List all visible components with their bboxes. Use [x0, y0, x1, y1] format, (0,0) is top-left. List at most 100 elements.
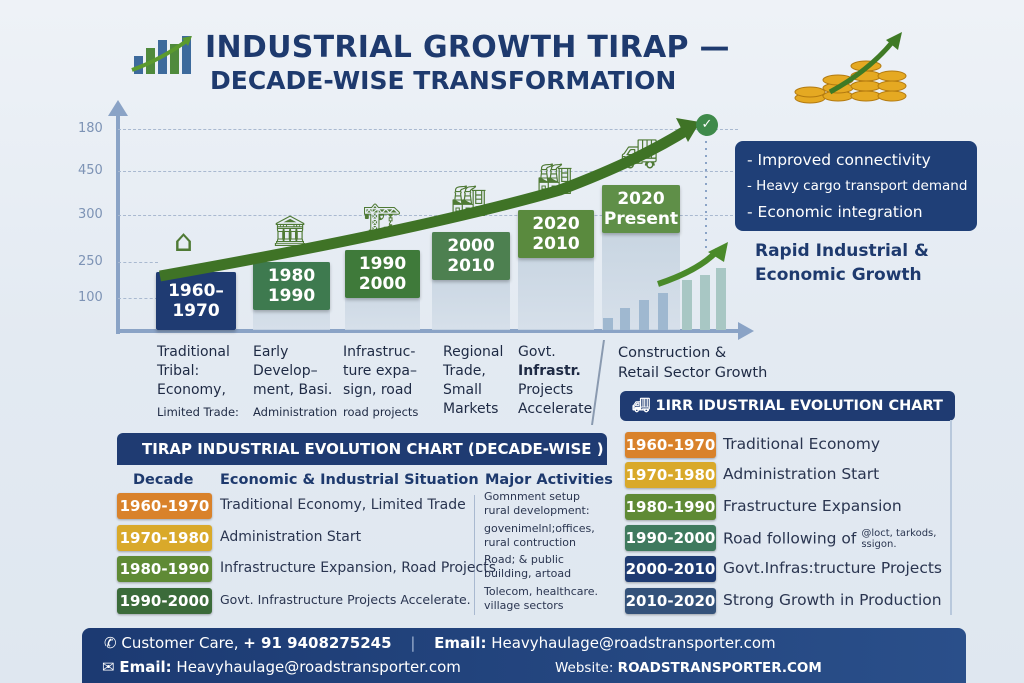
situation-text: Traditional Economy, Limited Trade	[220, 497, 466, 513]
column-line: ment, Basi.	[253, 382, 333, 398]
y-tick: 250	[78, 254, 103, 269]
decade-badge: 2000-2010	[625, 556, 716, 582]
y-tick: 300	[78, 207, 103, 222]
decade-badge: 1990-2000	[625, 525, 716, 551]
bar-label-top: 1960–	[168, 281, 224, 301]
bar-label: 1960– 1970	[156, 272, 236, 330]
decade-badge: 2010-2020	[625, 588, 716, 614]
gridline	[118, 129, 738, 130]
decade-badge: 1980-1990	[625, 494, 716, 520]
footer: ✆ Customer Care, + 91 9408275245 | Email…	[82, 628, 966, 683]
y-tick: 100	[78, 290, 103, 305]
column-line: Tribal:	[157, 363, 200, 379]
right-table-border	[950, 420, 952, 615]
column-line: Economy,	[157, 382, 226, 398]
growth-caption: Rapid Industrial & Economic Growth	[755, 239, 929, 287]
x-axis	[116, 329, 741, 333]
column-line: Regional	[443, 344, 504, 360]
column-line: Small	[443, 382, 482, 398]
column-line: Trade,	[443, 363, 486, 379]
evolution-text: Strong Growth in Production	[723, 591, 942, 609]
evolution-label: Administration Start	[723, 465, 880, 483]
activity-line: Road; & public	[484, 553, 564, 566]
customer-care-label: Customer Care,	[121, 634, 244, 652]
growth-arrow	[159, 118, 728, 330]
email-label: Email:	[434, 634, 487, 652]
evolution-label: Frastructure Expansion	[723, 497, 902, 515]
bar-label-top: 2000	[447, 236, 495, 256]
column-line: Govt.	[518, 344, 556, 360]
page-subtitle: DECADE-WISE TRANSFORMATION	[210, 66, 677, 95]
activity-text: Gomnment setup rural development:	[484, 490, 590, 518]
bar-label-bottom: 1970	[172, 301, 220, 321]
website-link[interactable]: ROADSTRANSPORTER.COM	[617, 660, 822, 676]
website-label: Website:	[555, 660, 614, 676]
separator: |	[410, 634, 416, 652]
column-line: Develop–	[253, 363, 318, 379]
column-line: sign, road	[343, 382, 413, 398]
column-line: Traditional	[157, 344, 230, 360]
house-icon: ⌂	[174, 224, 194, 259]
government-building-icon: 🏛︎	[271, 214, 310, 249]
evolution-text: Govt.Infras:tructure Projects	[723, 559, 942, 577]
column-line: Accelerate	[518, 401, 593, 417]
truck-icon: 🚚︎	[632, 398, 651, 414]
activity-text: Tolecom, healthcare. village sectors	[484, 585, 598, 613]
x-axis-arrow	[738, 322, 754, 340]
situation-text: Administration Start	[220, 529, 362, 545]
evolution-label: Govt.Infras:tructure Projects	[723, 559, 942, 577]
email-link[interactable]: Heavyhaulage@roadstransporter.com	[176, 658, 461, 676]
situation-text: Infrastructure Expansion, Road Projects	[220, 560, 497, 576]
column-line: Markets	[443, 401, 499, 417]
gridline	[118, 298, 158, 299]
column-line: Infrastr.	[518, 363, 581, 379]
decade-badge: 1960-1970	[117, 493, 212, 519]
bar-label-top: 2020	[617, 189, 665, 209]
construction-line: Retail Sector Growth	[618, 365, 768, 381]
decade-badge: 1970-1980	[117, 525, 212, 551]
col-header-situation: Economic & Industrial Situation	[220, 472, 479, 488]
bar-label: 1990 2000	[345, 250, 420, 298]
evolution-text: Frastructure Expansion	[723, 497, 902, 515]
column-line: ture expa–	[343, 363, 417, 379]
activity-line: village sectors	[484, 599, 564, 612]
col-header-activities: Major Activities	[485, 472, 613, 488]
column-text: Early Develop– ment, Basi. Administration	[253, 343, 337, 422]
y-axis-arrow	[108, 100, 128, 116]
bar-label-bottom: 2010	[447, 256, 495, 276]
activity-text: Road; & public building, artoad	[484, 553, 571, 581]
activity-line: building, artoad	[484, 567, 572, 580]
y-tick: 450	[78, 163, 103, 178]
benefit-item: - Improved connectivity	[747, 151, 931, 169]
bar-label: 1980 1990	[253, 262, 330, 310]
column-line: Infrastruc-	[343, 344, 416, 360]
evolution-note: @loct, tarkods, ssigon.	[861, 528, 937, 550]
evolution-label: Strong Growth in Production	[723, 591, 942, 609]
decade-badge: 1990-2000	[117, 588, 212, 614]
bar-chart-growth-icon	[131, 36, 192, 74]
column-small: Administration	[253, 405, 338, 419]
page-title: INDUSTRIAL GROWTH TIRAP —	[205, 30, 730, 65]
bar-label-top: 1990	[358, 254, 407, 274]
right-table-title: 🚚︎ 1IRR IDUSTRIAL EVOLUTION CHART	[620, 391, 955, 421]
col-header-decade: Decade	[133, 472, 194, 488]
column-text: Govt. Infrastr. Projects Accelerate	[518, 343, 592, 419]
evolution-text: Traditional Economy	[723, 435, 880, 453]
email-label: Email:	[119, 658, 172, 676]
bar-label: 2020 Present	[602, 185, 680, 233]
email-link[interactable]: Heavyhaulage@roadstransporter.com	[491, 634, 776, 652]
small-growth-bars	[603, 268, 726, 330]
evolution-label: Traditional Economy	[723, 435, 881, 453]
coins-arrow-icon	[794, 32, 907, 104]
gridline	[118, 215, 738, 216]
envelope-icon: ✉	[102, 658, 115, 676]
decade-badge: 1980-1990	[117, 556, 212, 582]
phone-number[interactable]: + 91 9408275245	[243, 634, 392, 652]
bar-label-top: 2020	[532, 214, 580, 234]
benefit-item: - Economic integration	[747, 203, 923, 221]
activity-line: rural development:	[484, 504, 590, 517]
bar-label-bottom: 2000	[358, 274, 407, 294]
y-tick: 180	[78, 121, 103, 136]
right-table-title-text: 1IRR IDUSTRIAL EVOLUTION CHART	[655, 398, 943, 414]
evolution-label: Road following of	[723, 529, 857, 548]
